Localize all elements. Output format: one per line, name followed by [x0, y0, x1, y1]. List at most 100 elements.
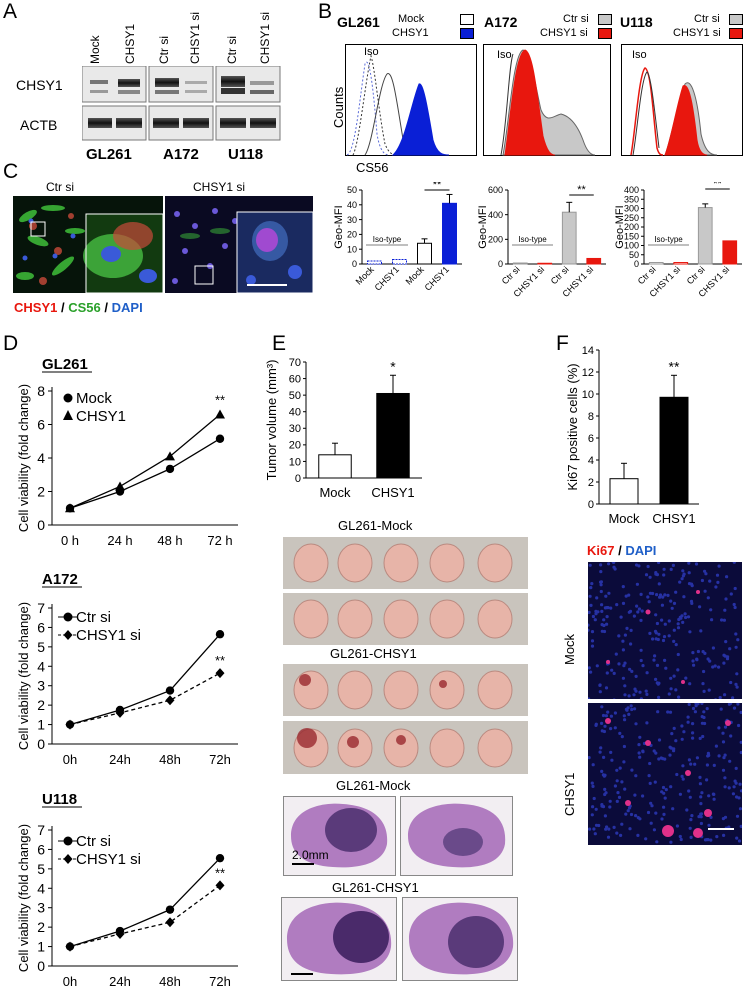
ki67-mock-image	[588, 562, 742, 699]
nucleus-dot	[622, 760, 626, 764]
significance-label: **	[433, 182, 442, 191]
y-tick-label: 0	[498, 259, 503, 269]
y-axis-label: Cell viability (fold change)	[18, 602, 31, 750]
nucleus-dot	[588, 594, 592, 598]
data-point	[65, 503, 75, 513]
nucleus-dot	[604, 714, 608, 718]
y-tick-label: 4	[37, 658, 45, 674]
chart-d-gl261: GL261 0 2 4 6 8 0 h 24 h 48 h 72 h Cell viability …	[18, 356, 238, 548]
nucleus-dot	[639, 697, 643, 699]
nucleus-dot	[629, 642, 633, 646]
x-tick-label: 0h	[63, 974, 77, 989]
y-axis-label: Geo-MFI	[614, 205, 626, 248]
stain-cs56: CS56	[68, 300, 101, 315]
nucleus-dot	[670, 732, 674, 736]
x-tick-label: 72 h	[207, 533, 232, 548]
nucleus-dot	[645, 721, 649, 725]
nucleus-dot	[723, 608, 727, 612]
nucleus-dot	[599, 583, 603, 587]
nucleus-dot	[594, 612, 598, 616]
nucleus-dot	[603, 787, 607, 791]
nucleus-dot	[709, 815, 713, 819]
nucleus-dot	[591, 614, 595, 619]
nucleus-dot	[613, 711, 617, 715]
nucleus-dot	[602, 755, 606, 759]
nucleus-dot	[655, 663, 660, 667]
y-tick-label: 2	[37, 697, 45, 713]
nucleus-dot	[588, 756, 591, 760]
y-tick-label: 40	[347, 200, 357, 210]
chart-title: U118	[42, 791, 77, 808]
nucleus-dot	[590, 813, 594, 817]
hist-gl261	[345, 44, 477, 156]
nucleus-dot	[723, 753, 727, 757]
nucleus-dot	[698, 775, 702, 779]
nucleus-dot	[688, 826, 692, 830]
y-tick-label: 350	[624, 194, 639, 204]
nucleus-dot	[590, 781, 594, 785]
nucleus-dot	[657, 562, 661, 565]
legend-label: Ctr si	[694, 13, 720, 25]
nucleus-dot	[720, 618, 724, 622]
nucleus-dot	[623, 693, 627, 697]
nucleus-dot	[603, 773, 607, 777]
nucleus-dot	[699, 812, 703, 816]
nucleus-dot	[723, 693, 727, 697]
nucleus-dot	[637, 751, 641, 755]
nucleus-dot	[722, 653, 726, 657]
nucleus-dot	[617, 795, 622, 799]
nucleus-dot	[592, 796, 596, 801]
nucleus-dot	[623, 787, 627, 791]
nucleus-dot	[702, 689, 706, 693]
nucleus-dot	[590, 582, 594, 586]
nucleus-dot	[716, 580, 720, 584]
nucleus-dot	[678, 580, 682, 584]
y-tick-label: 400	[488, 210, 503, 220]
y-tick-label: 6	[588, 433, 594, 445]
y-tick-label: 200	[624, 222, 639, 232]
nucleus-dot	[728, 759, 732, 763]
nucleus-dot	[656, 710, 660, 714]
nucleus-dot	[650, 804, 654, 808]
y-tick-label: 1	[37, 939, 45, 955]
y-tick-label: 6	[37, 417, 45, 433]
y-tick-label: 0	[634, 259, 639, 269]
scale-bar	[292, 863, 314, 865]
nucleus-dot	[734, 632, 738, 636]
nucleus-dot	[709, 608, 713, 612]
significance-label: *	[390, 358, 396, 374]
nucleus-dot	[677, 695, 681, 699]
y-tick-label: 50	[629, 250, 639, 260]
nucleus-dot	[692, 663, 696, 667]
y-tick-label: 0	[37, 958, 45, 974]
nucleus-dot	[663, 622, 667, 626]
nucleus-dot	[693, 710, 697, 714]
nucleus-dot	[651, 637, 655, 641]
stain-separator: /	[104, 300, 109, 315]
nucleus-dot	[738, 782, 742, 786]
nucleus-dot	[634, 689, 638, 693]
data-point	[215, 630, 225, 639]
nucleus-dot	[615, 831, 619, 835]
nucleus-dot	[636, 833, 640, 837]
nucleus-dot	[681, 777, 685, 781]
nucleus-dot	[591, 805, 595, 809]
nucleus-dot	[664, 788, 668, 792]
nucleus-dot	[591, 784, 595, 788]
data-point	[115, 707, 125, 718]
nucleus-dot	[638, 735, 642, 739]
brains-chsy1-photo	[283, 664, 528, 774]
nucleus-dot	[635, 582, 639, 586]
data-point	[165, 686, 175, 695]
nucleus-dot	[609, 606, 613, 610]
nucleus-dot	[660, 603, 664, 607]
data-point	[215, 409, 225, 419]
nucleus-dot	[719, 707, 723, 711]
nucleus-dot	[674, 643, 678, 647]
series-line	[69, 633, 221, 726]
ki67-chsy1-image	[588, 703, 742, 845]
nucleus-dot	[715, 835, 719, 839]
y-tick-label: 20	[347, 230, 357, 240]
nucleus-dot	[668, 745, 672, 749]
panel-label-a: A	[3, 0, 18, 23]
